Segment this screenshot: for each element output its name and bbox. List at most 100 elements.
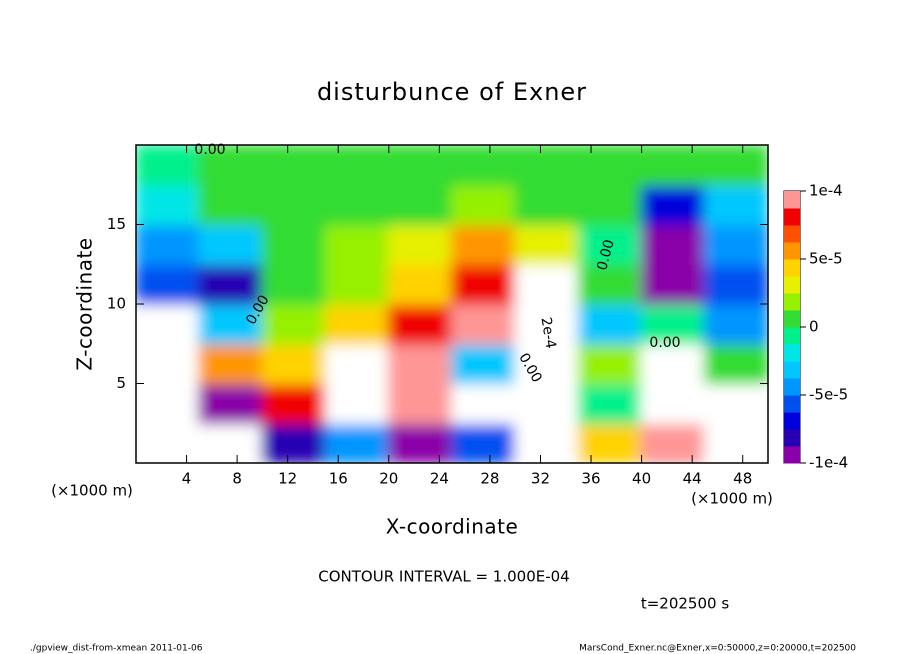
chart-title: disturbunce of Exner	[317, 78, 587, 106]
colorbar-swatch	[784, 344, 800, 362]
cell	[451, 382, 517, 425]
cell	[514, 342, 580, 385]
y-axis-label: Z-coordinate	[73, 237, 97, 370]
x-tick-label: 16	[329, 470, 348, 488]
colorbar-swatch	[784, 191, 800, 209]
cell	[577, 342, 643, 385]
x-tick-label: 12	[278, 470, 297, 488]
x-tick-label: 24	[430, 470, 449, 488]
cell	[387, 382, 453, 425]
cell	[703, 223, 768, 266]
cell	[577, 183, 643, 226]
cell	[198, 342, 264, 385]
cell	[703, 145, 768, 186]
x-tick-label: 20	[379, 470, 398, 488]
cell	[136, 303, 201, 345]
cell	[198, 223, 264, 266]
cell	[703, 303, 768, 345]
x-tick-label: 40	[632, 470, 651, 488]
cell	[451, 422, 517, 463]
cell	[703, 263, 768, 305]
cell	[387, 303, 453, 345]
cell	[451, 342, 517, 385]
cell	[324, 303, 390, 345]
y-unit: (×1000 m)	[51, 482, 133, 500]
y-tick-label: 5	[116, 374, 126, 392]
cell	[198, 263, 264, 305]
cell	[136, 342, 201, 385]
cell	[261, 263, 327, 305]
cell	[261, 303, 327, 345]
cell	[640, 422, 706, 463]
cell	[577, 145, 643, 186]
colorbar-swatch	[784, 412, 800, 430]
cell	[640, 183, 706, 226]
cell	[451, 303, 517, 345]
x-tick-label: 48	[733, 470, 752, 488]
cell	[577, 422, 643, 463]
cell	[577, 263, 643, 305]
cell	[261, 382, 327, 425]
colorbar-swatch	[784, 378, 800, 396]
contour-label: 0.00	[649, 335, 680, 351]
cell	[640, 145, 706, 186]
cell	[451, 183, 517, 226]
colorbar-swatch	[784, 361, 800, 379]
x-unit: (×1000 m)	[691, 490, 773, 508]
cell	[387, 342, 453, 385]
cell	[640, 382, 706, 425]
colorbar-swatch	[784, 225, 800, 243]
cell	[136, 145, 201, 186]
cell	[324, 183, 390, 226]
cell	[261, 223, 327, 266]
cell	[387, 223, 453, 266]
cell	[136, 422, 201, 463]
colorbar-swatch	[784, 327, 800, 345]
colorbar-swatch	[784, 429, 800, 447]
cell	[577, 303, 643, 345]
colorbar-tick-label: 1e-4	[809, 182, 843, 200]
cell	[198, 145, 264, 186]
cell	[451, 263, 517, 305]
cell	[387, 183, 453, 226]
colorbar-tick-label: 5e-5	[809, 250, 843, 268]
cell	[324, 263, 390, 305]
colorbar-swatch	[784, 259, 800, 277]
cell	[387, 263, 453, 305]
colorbar-tick-label: -5e-5	[809, 386, 848, 404]
y-tick-label: 15	[107, 215, 126, 233]
cell	[198, 303, 264, 345]
x-tick-label: 32	[531, 470, 550, 488]
cell	[261, 342, 327, 385]
colorbar-swatch	[784, 276, 800, 294]
cell	[136, 263, 201, 305]
cell	[136, 183, 201, 226]
cell	[324, 422, 390, 463]
cell	[640, 263, 706, 305]
y-tick-label: 10	[107, 295, 126, 313]
cell	[640, 303, 706, 345]
cell	[198, 183, 264, 226]
cell	[514, 183, 580, 226]
cell	[703, 422, 768, 463]
footer-right: MarsCond_Exner.nc@Exner,x=0:50000,z=0:20…	[579, 644, 856, 654]
colorbar-swatch	[784, 446, 800, 464]
cell	[136, 223, 201, 266]
colorbar-swatch	[784, 310, 800, 328]
cell	[261, 422, 327, 463]
x-tick-label: 36	[581, 470, 600, 488]
colorbar-swatch	[784, 208, 800, 226]
colorbar-swatch	[784, 242, 800, 260]
field	[136, 145, 768, 463]
cell	[324, 342, 390, 385]
cell	[324, 382, 390, 425]
cell	[451, 223, 517, 266]
cell	[198, 382, 264, 425]
footer-left: ./gpview_dist-from-xmean 2011-01-06	[30, 644, 203, 654]
contour-label: 0.00	[194, 142, 225, 158]
cell	[451, 145, 517, 186]
cell	[514, 303, 580, 345]
cell	[640, 223, 706, 266]
cell	[577, 382, 643, 425]
